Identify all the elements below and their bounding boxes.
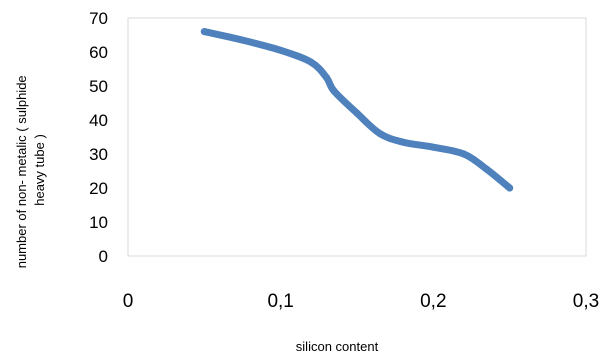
y-axis-title-line-2: heavy tube ) — [32, 134, 47, 206]
y-tick-labels: 0 10 20 30 40 50 60 70 — [89, 9, 108, 266]
x-tick-label: 0 — [123, 291, 134, 312]
plot-area — [127, 17, 587, 257]
x-tick-label: 0,3 — [573, 291, 599, 312]
data-point — [376, 130, 384, 138]
data-point — [506, 184, 514, 192]
x-axis-title: silicon content — [296, 339, 379, 354]
y-axis-title: number of non- metalic ( sulphide heavy … — [14, 72, 47, 269]
data-point — [277, 46, 285, 54]
data-point — [460, 150, 468, 158]
data-point — [399, 138, 407, 146]
data-point — [322, 74, 330, 81]
y-tick-label: 20 — [89, 179, 108, 198]
y-tick-label: 30 — [89, 145, 108, 164]
data-point — [200, 28, 208, 36]
data-point — [353, 109, 361, 117]
x-tick-label: 0,1 — [267, 291, 293, 312]
y-tick-label: 40 — [89, 111, 108, 130]
x-tick-label: 0,2 — [420, 291, 446, 312]
y-tick-label: 70 — [89, 9, 108, 28]
series-layer — [200, 28, 514, 192]
y-axis-title-line-1: number of non- metalic ( sulphide — [14, 75, 29, 268]
data-point — [307, 58, 315, 66]
data-point — [239, 36, 246, 44]
y-tick-label: 0 — [99, 247, 108, 266]
x-tick-labels: 0 0,1 0,2 0,3 — [123, 291, 600, 312]
y-tick-label: 60 — [89, 43, 108, 62]
data-point — [429, 143, 437, 151]
data-point — [483, 165, 491, 173]
data-point — [330, 87, 338, 95]
y-tick-label: 10 — [89, 213, 108, 232]
y-tick-label: 50 — [89, 77, 108, 96]
